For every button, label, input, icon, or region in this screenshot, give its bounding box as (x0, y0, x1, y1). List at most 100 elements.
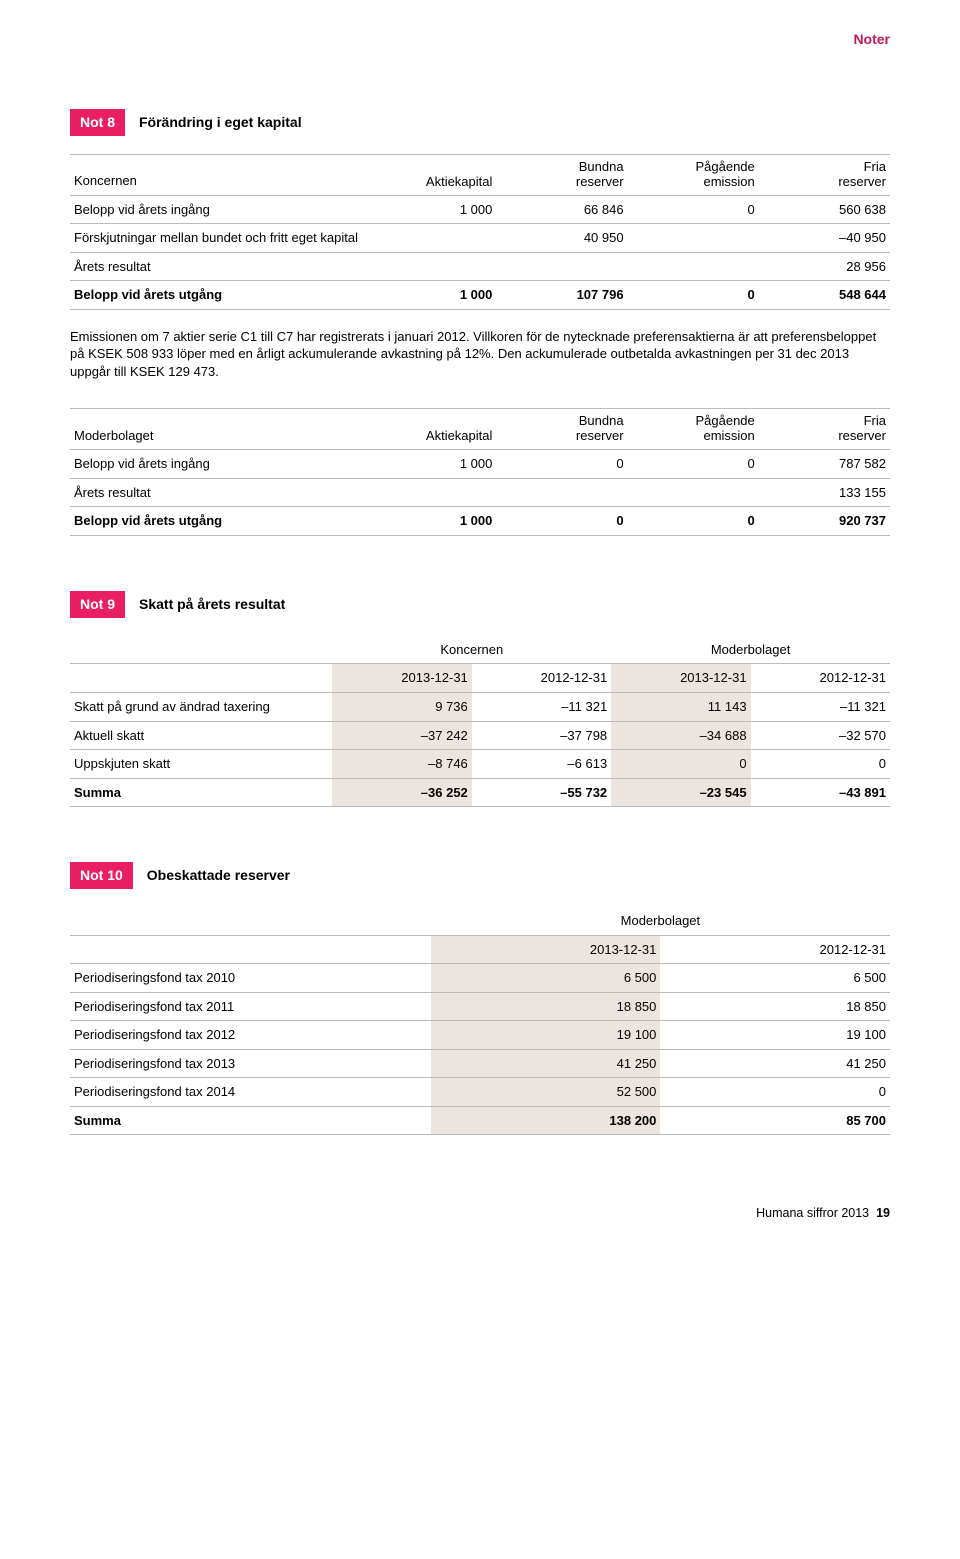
cell: 18 850 (431, 992, 661, 1021)
cell (496, 478, 627, 507)
note-8-table-koncernen: Koncernen Aktiekapital Bundnareserver På… (70, 154, 890, 310)
cell: –37 242 (332, 721, 471, 750)
note-8-title: Förändring i eget kapital (139, 113, 302, 132)
col-empty (70, 907, 431, 935)
cell: 6 500 (431, 964, 661, 993)
cell: –36 252 (332, 778, 471, 807)
footer-text: Humana siffror 2013 (756, 1206, 869, 1220)
col-empty (70, 636, 332, 664)
cell: Skatt på grund av ändrad taxering (70, 692, 332, 721)
cell (628, 224, 759, 253)
page-footer: Humana siffror 2013 19 (70, 1205, 890, 1222)
cell (628, 478, 759, 507)
cell: Periodiseringsfond tax 2012 (70, 1021, 431, 1050)
footer-page-number: 19 (876, 1206, 890, 1220)
cell: 0 (660, 1078, 890, 1107)
cell (628, 252, 759, 281)
col-date: 2013-12-31 (332, 664, 471, 693)
table-sum-row: Belopp vid årets utgång 1 000 0 0 920 73… (70, 507, 890, 536)
cell: 18 850 (660, 992, 890, 1021)
cell: Periodiseringsfond tax 2011 (70, 992, 431, 1021)
cell: 0 (496, 450, 627, 479)
note-8: Not 8 Förändring i eget kapital Koncerne… (70, 109, 890, 536)
cell: Förskjutningar mellan bundet och fritt e… (70, 224, 365, 253)
cell: 41 250 (660, 1049, 890, 1078)
cell: Belopp vid årets utgång (70, 281, 365, 310)
note-10-table: Moderbolaget 2013-12-31 2012-12-31 Perio… (70, 907, 890, 1135)
cell: Årets resultat (70, 478, 365, 507)
note-8-badge: Not 8 (70, 109, 125, 136)
col-bundna: Bundnareserver (496, 409, 627, 450)
cell: –11 321 (751, 692, 890, 721)
cell: 19 100 (660, 1021, 890, 1050)
cell: 0 (628, 507, 759, 536)
cell: Periodiseringsfond tax 2013 (70, 1049, 431, 1078)
cell: Aktuell skatt (70, 721, 332, 750)
cell: Periodiseringsfond tax 2014 (70, 1078, 431, 1107)
col-date: 2013-12-31 (431, 935, 661, 964)
table-row: Förskjutningar mellan bundet och fritt e… (70, 224, 890, 253)
cell: Uppskjuten skatt (70, 750, 332, 779)
cell: –11 321 (472, 692, 611, 721)
cell: 41 250 (431, 1049, 661, 1078)
table-sum-row: Summa –36 252 –55 732 –23 545 –43 891 (70, 778, 890, 807)
note-10: Not 10 Obeskattade reserver Moderbolaget… (70, 862, 890, 1135)
note-9-header: Not 9 Skatt på årets resultat (70, 591, 890, 618)
cell: 1 000 (365, 281, 496, 310)
col-empty (70, 935, 431, 964)
table-row: Periodiseringsfond tax 2013 41 250 41 25… (70, 1049, 890, 1078)
cell: 52 500 (431, 1078, 661, 1107)
cell: 0 (751, 750, 890, 779)
col-date: 2012-12-31 (472, 664, 611, 693)
cell: 6 500 (660, 964, 890, 993)
table-row: Skatt på grund av ändrad taxering 9 736 … (70, 692, 890, 721)
cell: –55 732 (472, 778, 611, 807)
note-8-body: Emissionen om 7 aktier serie C1 till C7 … (70, 328, 890, 381)
table-sum-row: Belopp vid årets utgång 1 000 107 796 0 … (70, 281, 890, 310)
cell: Årets resultat (70, 252, 365, 281)
cell: –40 950 (759, 224, 890, 253)
cell (365, 478, 496, 507)
col-fria: Friareserver (759, 154, 890, 195)
col-empty (70, 664, 332, 693)
col-date: 2013-12-31 (611, 664, 750, 693)
cell: –23 545 (611, 778, 750, 807)
table-row: Periodiseringsfond tax 2011 18 850 18 85… (70, 992, 890, 1021)
col-pagaende: Pågåendeemission (628, 154, 759, 195)
table-row: Belopp vid årets ingång 1 000 66 846 0 5… (70, 195, 890, 224)
note-9: Not 9 Skatt på årets resultat Koncernen … (70, 591, 890, 807)
table-row: Periodiseringsfond tax 2012 19 100 19 10… (70, 1021, 890, 1050)
note-9-badge: Not 9 (70, 591, 125, 618)
group-koncernen: Koncernen (332, 636, 611, 664)
cell: –34 688 (611, 721, 750, 750)
note-8-table-moderbolaget: Moderbolaget Aktiekapital Bundnareserver… (70, 408, 890, 536)
cell: 0 (628, 281, 759, 310)
table-row: Aktuell skatt –37 242 –37 798 –34 688 –3… (70, 721, 890, 750)
cell: 9 736 (332, 692, 471, 721)
note-10-header: Not 10 Obeskattade reserver (70, 862, 890, 889)
col-date: 2012-12-31 (751, 664, 890, 693)
cell: 107 796 (496, 281, 627, 310)
cell: 19 100 (431, 1021, 661, 1050)
note-9-table: Koncernen Moderbolaget 2013-12-31 2012-1… (70, 636, 890, 807)
cell (365, 224, 496, 253)
note-9-title: Skatt på årets resultat (139, 595, 285, 614)
group-moderbolaget: Moderbolaget (431, 907, 890, 935)
cell: 1 000 (365, 450, 496, 479)
col-label: Moderbolaget (70, 409, 365, 450)
cell: Belopp vid årets utgång (70, 507, 365, 536)
cell: 40 950 (496, 224, 627, 253)
cell: Belopp vid årets ingång (70, 450, 365, 479)
cell: 85 700 (660, 1106, 890, 1135)
col-fria: Friareserver (759, 409, 890, 450)
cell: –37 798 (472, 721, 611, 750)
cell: 1 000 (365, 507, 496, 536)
cell: 28 956 (759, 252, 890, 281)
table-row: Årets resultat 28 956 (70, 252, 890, 281)
table-sum-row: Summa 138 200 85 700 (70, 1106, 890, 1135)
cell: Periodiseringsfond tax 2010 (70, 964, 431, 993)
cell: 0 (611, 750, 750, 779)
cell: Summa (70, 1106, 431, 1135)
cell: 66 846 (496, 195, 627, 224)
cell: 548 644 (759, 281, 890, 310)
